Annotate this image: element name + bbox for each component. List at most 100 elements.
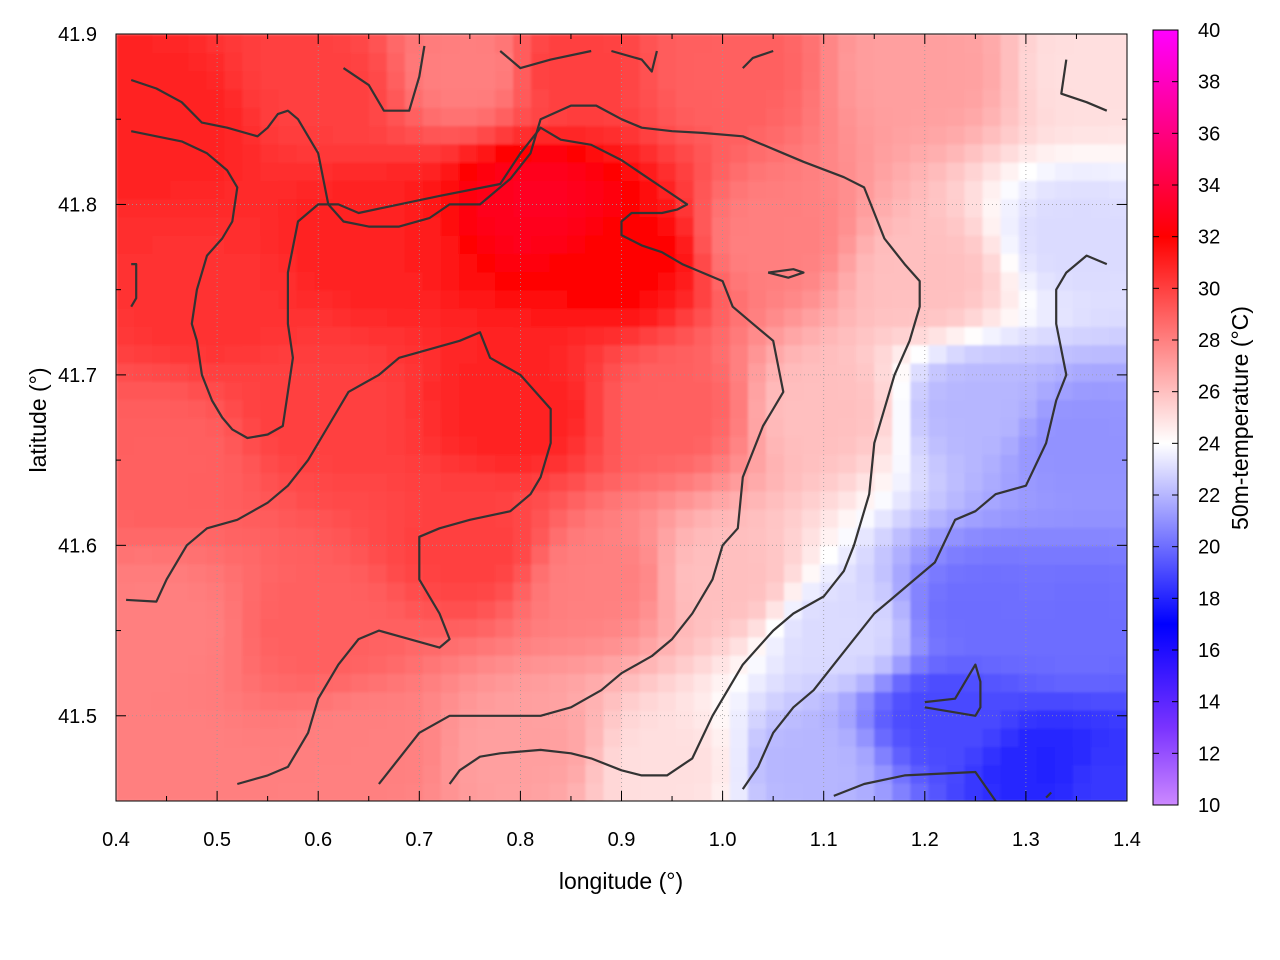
heatmap-cell: [567, 34, 587, 54]
heatmap-cell: [314, 362, 334, 382]
heatmap-cell: [206, 581, 226, 601]
heatmap-cell: [350, 563, 370, 583]
heatmap-cell: [783, 88, 803, 108]
heatmap-cell: [1018, 417, 1038, 437]
heatmap-cell: [495, 216, 514, 236]
heatmap-cell: [386, 344, 406, 364]
heatmap-cell: [206, 107, 226, 127]
heatmap-cell: [1000, 307, 1020, 327]
heatmap-cell: [585, 417, 605, 437]
heatmap-cell: [964, 417, 984, 437]
heatmap-cell: [1054, 34, 1074, 54]
heatmap-cell: [350, 216, 370, 236]
heatmap-cell: [1054, 527, 1074, 547]
heatmap-cell: [747, 782, 767, 801]
heatmap-cell: [802, 180, 821, 200]
heatmap-cell: [206, 417, 226, 437]
heatmap-cell: [874, 691, 894, 711]
heatmap-cell: [1054, 399, 1074, 419]
heatmap-cell: [820, 362, 839, 382]
heatmap-cell: [152, 527, 171, 547]
heatmap-cell: [892, 636, 912, 656]
heatmap-cell: [459, 253, 478, 273]
heatmap-cell: [1036, 563, 1056, 583]
heatmap-cell: [422, 691, 442, 711]
heatmap-cell: [946, 34, 966, 54]
heatmap-cell: [1036, 527, 1056, 547]
heatmap-cell: [1036, 709, 1056, 729]
heatmap-cell: [802, 435, 821, 455]
heatmap-cell: [747, 34, 767, 54]
heatmap-cell: [946, 563, 966, 583]
heatmap-cell: [892, 417, 912, 437]
heatmap-cell: [874, 782, 894, 801]
heatmap-cell: [838, 88, 857, 108]
heatmap-cell: [440, 289, 460, 309]
heatmap-cell: [783, 307, 803, 327]
heatmap-cell: [332, 289, 352, 309]
heatmap-cell: [477, 673, 496, 693]
heatmap-cell: [278, 362, 298, 382]
heatmap-cell: [693, 618, 713, 638]
heatmap-cell: [1000, 618, 1020, 638]
heatmap-cell: [440, 490, 460, 510]
heatmap-cell: [459, 52, 478, 72]
heatmap-cell: [783, 435, 803, 455]
colorbar-tick-label: 22: [1198, 485, 1220, 507]
heatmap-cell: [188, 107, 208, 127]
heatmap-cell: [603, 216, 623, 236]
heatmap-cell: [982, 636, 1002, 656]
heatmap-cell: [1072, 344, 1092, 364]
heatmap-cell: [242, 180, 262, 200]
heatmap-cell: [892, 271, 912, 291]
heatmap-cell: [477, 709, 496, 729]
heatmap-cell: [296, 143, 316, 163]
heatmap-cell: [296, 654, 316, 674]
heatmap-cell: [1072, 454, 1092, 474]
heatmap-cell: [1018, 253, 1038, 273]
heatmap-cell: [657, 563, 677, 583]
heatmap-cell: [242, 107, 262, 127]
heatmap-cell: [820, 691, 839, 711]
heatmap-cell: [711, 454, 731, 474]
heatmap-cell: [134, 107, 153, 127]
heatmap-cell: [1090, 271, 1110, 291]
heatmap-cell: [549, 417, 569, 437]
heatmap-cell: [567, 161, 587, 181]
heatmap-cell: [567, 143, 587, 163]
heatmap-cell: [332, 253, 352, 273]
heatmap-cell: [549, 727, 569, 748]
heatmap-cell: [856, 673, 876, 693]
heatmap-cell: [928, 435, 948, 455]
heatmap-cell: [422, 70, 442, 90]
heatmap-cell: [459, 34, 478, 54]
heatmap-cell: [982, 508, 1002, 528]
heatmap-cell: [621, 161, 641, 181]
heatmap-cell: [675, 143, 695, 163]
heatmap-cell: [188, 600, 208, 620]
heatmap-cell: [964, 216, 984, 236]
heatmap-cell: [531, 88, 551, 108]
heatmap-cell: [711, 107, 731, 127]
heatmap-cell: [856, 454, 876, 474]
heatmap-cell: [982, 70, 1002, 90]
heatmap-cell: [639, 326, 659, 346]
heatmap-cell: [386, 380, 406, 401]
heatmap-cell: [549, 636, 569, 656]
heatmap-cell: [964, 490, 984, 510]
heatmap-cell: [982, 107, 1002, 127]
heatmap-cell: [440, 198, 460, 218]
heatmap-cell: [314, 326, 334, 346]
heatmap-cell: [134, 399, 153, 419]
heatmap-cell: [134, 545, 153, 565]
heatmap-cell: [946, 545, 966, 565]
heatmap-cell: [892, 107, 912, 127]
heatmap-cell: [603, 490, 623, 510]
heatmap-cell: [386, 673, 406, 693]
heatmap-cell: [874, 746, 894, 766]
heatmap-cell: [314, 782, 334, 801]
heatmap-cell: [1036, 454, 1056, 474]
heatmap-cell: [892, 143, 912, 163]
heatmap-cell: [278, 88, 298, 108]
heatmap-cell: [224, 307, 244, 327]
